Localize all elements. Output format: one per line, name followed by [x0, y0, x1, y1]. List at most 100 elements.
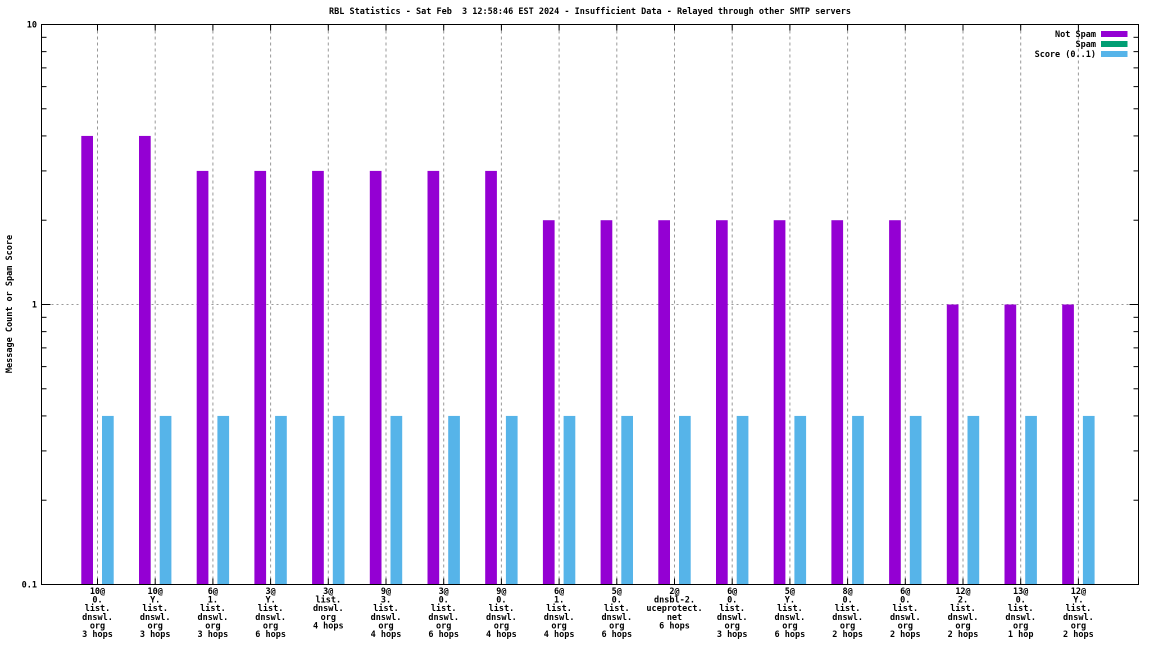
- x-category-label-11-line-4: net: [667, 613, 682, 623]
- x-category-label-9-line-2: 1.: [554, 596, 564, 606]
- x-category-label-17-line-4: dnswl.: [1005, 613, 1036, 623]
- x-category-label-9-line-5: org: [551, 621, 566, 631]
- bar-not-spam-17: [1004, 304, 1017, 585]
- y-tick-label-0.1: 0.1: [22, 581, 37, 591]
- x-category-label-7-line-5: org: [436, 621, 451, 631]
- x-category-label-13-line-2: Y.: [785, 596, 795, 606]
- bar-not-spam-7: [427, 170, 440, 585]
- x-category-label-18-line-6: 2 hops: [1063, 630, 1094, 640]
- bar-score-0-1--6: [390, 415, 403, 585]
- x-category-label-17-line-1: 13@: [1013, 587, 1028, 597]
- bar-not-spam-4: [254, 170, 267, 585]
- x-category-label-12-line-4: dnswl.: [717, 613, 748, 623]
- legend-swatch-spam: [1101, 41, 1128, 47]
- x-category-label-18-line-3: list.: [1066, 603, 1092, 614]
- bar-not-spam-15: [889, 220, 901, 585]
- x-category-label-17-line-3: list.: [1008, 603, 1034, 614]
- x-category-label-4-line-2: Y.: [265, 596, 275, 606]
- x-category-label-14-line-4: dnswl.: [832, 613, 863, 623]
- bar-score-0-1--15: [909, 415, 922, 585]
- x-category-label-10-line-5: org: [609, 621, 624, 631]
- x-category-label-8-line-2: 0.: [496, 596, 506, 606]
- x-category-label-2-line-1: 10@: [148, 587, 163, 597]
- x-category-label-15-line-1: 6@: [900, 587, 910, 597]
- x-category-label-2-line-6: 3 hops: [140, 630, 171, 640]
- x-category-label-18-line-5: org: [1071, 621, 1086, 631]
- x-category-label-4-line-5: org: [263, 621, 278, 631]
- x-category-label-16-line-2: 2.: [958, 596, 968, 606]
- x-category-label-9-line-3: list.: [546, 603, 572, 614]
- x-category-label-12-line-5: org: [725, 621, 740, 631]
- x-category-label-14-line-1: 8@: [842, 587, 852, 597]
- x-category-label-1-line-3: list.: [85, 603, 111, 614]
- bar-score-0-1--17: [1025, 415, 1037, 585]
- bar-score-0-1--2: [159, 415, 172, 585]
- x-category-label-6-line-3: list.: [373, 603, 399, 614]
- x-category-label-18-line-2: Y.: [1073, 596, 1083, 606]
- x-category-label-11-line-3: uceprotect.: [646, 604, 702, 614]
- x-category-label-2-line-5: org: [148, 621, 163, 631]
- x-category-label-6-line-6: 4 hops: [371, 630, 402, 640]
- bar-score-0-1--11: [679, 415, 691, 585]
- x-category-label-9-line-6: 4 hops: [544, 630, 575, 640]
- x-category-label-6-line-1: 9@: [381, 587, 391, 597]
- x-category-label-14-line-3: list.: [835, 603, 861, 614]
- x-category-label-17-line-2: 0.: [1016, 596, 1026, 606]
- x-category-label-7-line-1: 3@: [439, 587, 449, 597]
- x-category-label-10-line-2: 0.: [612, 596, 622, 606]
- x-category-label-7-line-3: list.: [431, 603, 457, 614]
- x-category-label-16-line-3: list.: [950, 603, 976, 614]
- x-category-label-5-line-4: org: [321, 613, 336, 623]
- chart-title: RBL Statistics - Sat Feb 3 12:58:46 EST …: [329, 7, 851, 17]
- x-category-label-12-line-3: list.: [719, 603, 745, 614]
- bar-not-spam-5: [312, 170, 324, 585]
- x-category-label-15-line-4: dnswl.: [890, 613, 921, 623]
- legend-label-spam: Spam: [1076, 40, 1096, 50]
- bar-not-spam-1: [81, 135, 93, 585]
- x-category-label-2-line-3: list.: [142, 603, 168, 614]
- bar-not-spam-14: [831, 220, 844, 585]
- bar-not-spam-2: [139, 135, 151, 585]
- x-category-label-3-line-3: list.: [200, 603, 226, 614]
- x-category-label-8-line-4: dnswl.: [486, 613, 517, 623]
- y-tick-label-10: 10: [27, 21, 37, 31]
- x-category-label-12-line-2: 0.: [727, 596, 737, 606]
- x-category-label-1-line-6: 3 hops: [82, 630, 113, 640]
- x-category-label-6-line-5: org: [378, 621, 393, 631]
- bar-not-spam-16: [946, 304, 959, 585]
- x-category-label-6-line-4: dnswl.: [371, 613, 402, 623]
- x-category-label-13-line-4: dnswl.: [775, 613, 806, 623]
- x-category-label-17-line-6: 1 hop: [1008, 630, 1034, 640]
- x-category-label-13-line-5: org: [782, 621, 797, 631]
- x-category-label-14-line-6: 2 hops: [832, 630, 863, 640]
- x-category-label-16-line-4: dnswl.: [948, 613, 979, 623]
- x-category-label-11-line-2: dnsbl-2.: [654, 596, 695, 606]
- x-category-label-5-line-5: 4 hops: [313, 621, 344, 631]
- x-category-label-13-line-1: 5@: [785, 587, 795, 597]
- x-category-label-13-line-6: 6 hops: [775, 630, 806, 640]
- x-category-label-10-line-3: list.: [604, 603, 630, 614]
- y-tick-label-1: 1: [32, 301, 37, 311]
- x-category-label-2-line-4: dnswl.: [140, 613, 171, 623]
- x-category-label-16-line-1: 12@: [955, 587, 970, 597]
- x-category-label-7-line-4: dnswl.: [428, 613, 459, 623]
- x-category-label-5-line-1: 3@: [323, 587, 333, 597]
- x-category-label-7-line-6: 6 hops: [428, 630, 459, 640]
- x-category-label-2-line-2: Y.: [150, 596, 160, 606]
- x-category-label-10-line-1: 5@: [612, 587, 622, 597]
- x-category-label-5-line-3: dnswl.: [313, 604, 344, 614]
- bar-score-0-1--8: [505, 415, 518, 585]
- x-category-label-8-line-3: list.: [489, 603, 515, 614]
- x-category-label-13-line-3: list.: [777, 603, 803, 614]
- bar-not-spam-13: [773, 220, 786, 585]
- x-category-label-15-line-3: list.: [893, 603, 919, 614]
- x-category-label-18-line-4: dnswl.: [1063, 613, 1094, 623]
- x-category-label-1-line-1: 10@: [90, 587, 105, 597]
- x-category-label-1-line-5: org: [90, 621, 105, 631]
- x-category-label-11-line-5: 6 hops: [659, 621, 690, 631]
- x-category-label-9-line-4: dnswl.: [544, 613, 575, 623]
- x-category-label-9-line-1: 6@: [554, 587, 564, 597]
- x-category-label-7-line-2: 0.: [439, 596, 449, 606]
